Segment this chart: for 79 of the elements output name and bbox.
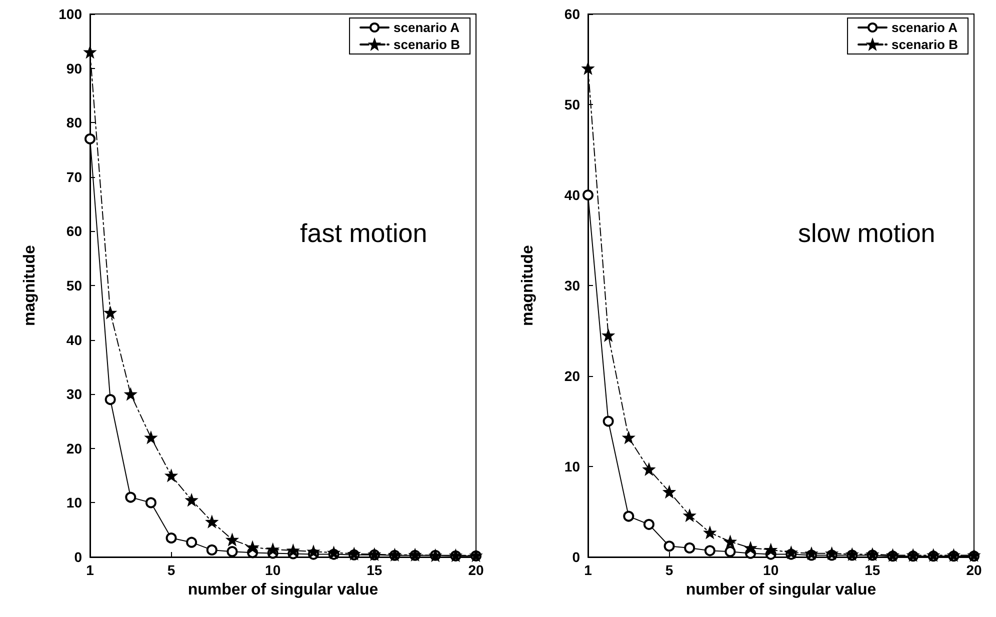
x-tick-label: 1 [86,562,94,578]
point [165,470,178,482]
point [186,494,198,506]
y-tick-label: 30 [66,386,82,402]
y-tick-label: 70 [66,168,82,185]
point [582,62,594,74]
point [246,541,259,554]
point [663,486,676,498]
point [684,509,696,522]
point [744,542,757,554]
x-tick-label: 5 [665,562,674,578]
y-tick-label: 100 [58,6,82,22]
point [104,306,116,319]
annotation: slow motion [798,218,936,248]
point [602,416,614,427]
y-tick-label: 20 [66,440,82,456]
point [124,388,137,400]
point [145,497,156,508]
point [84,46,96,58]
point [266,543,279,556]
point [704,545,716,556]
y-tick-label: 0 [572,549,580,565]
y-axis-title: magnitude [520,244,536,326]
point [684,542,696,554]
legend-label: scenario B [394,37,460,52]
y-tick-label: 40 [564,187,580,203]
y-tick-label: 10 [66,494,82,511]
x-tick-label: 10 [763,562,779,578]
point [226,546,238,558]
point [206,544,218,556]
point [724,546,736,558]
point [785,546,798,558]
point [307,546,320,558]
x-tick-label: 1 [584,562,592,578]
x-tick-label: 20 [966,562,982,578]
point [704,526,716,539]
legend-label: scenario A [892,20,958,35]
point [764,544,777,556]
point [186,536,198,548]
y-tick-label: 10 [564,458,580,474]
y-tick-label: 90 [66,60,82,76]
y-tick-label: 50 [66,278,82,294]
annotation: fast motion [300,218,428,248]
point [805,547,818,560]
y-axis-title: magnitude [22,244,38,326]
y-tick-label: 0 [74,549,82,565]
point [206,516,218,528]
y-tick-label: 30 [564,278,580,294]
point [642,463,655,476]
point [125,492,136,503]
point [144,432,157,444]
x-axis-title: number of singular value [686,581,876,598]
point [166,532,177,544]
point [84,133,96,144]
point [724,536,736,548]
point [622,432,635,444]
y-tick-label: 80 [66,114,82,131]
x-tick-label: 10 [265,562,281,578]
y-tick-label: 50 [564,96,580,112]
point [643,518,654,530]
x-tick-label: 5 [167,562,176,578]
point [226,534,238,546]
y-tick-label: 60 [564,6,580,22]
y-tick-label: 40 [66,332,82,348]
y-tick-label: 60 [66,223,82,240]
x-tick-label: 15 [864,562,880,578]
point [287,544,300,556]
point [826,547,838,560]
y-tick-label: 20 [564,368,580,384]
x-axis-title: number of singular value [188,581,378,598]
point [623,510,634,522]
point [664,540,675,552]
point [104,394,116,406]
legend-label: scenario A [394,20,460,35]
legend-label: scenario B [892,37,958,52]
x-tick-label: 20 [468,562,484,578]
point [602,329,614,342]
x-tick-label: 15 [366,562,382,578]
point [582,190,594,200]
